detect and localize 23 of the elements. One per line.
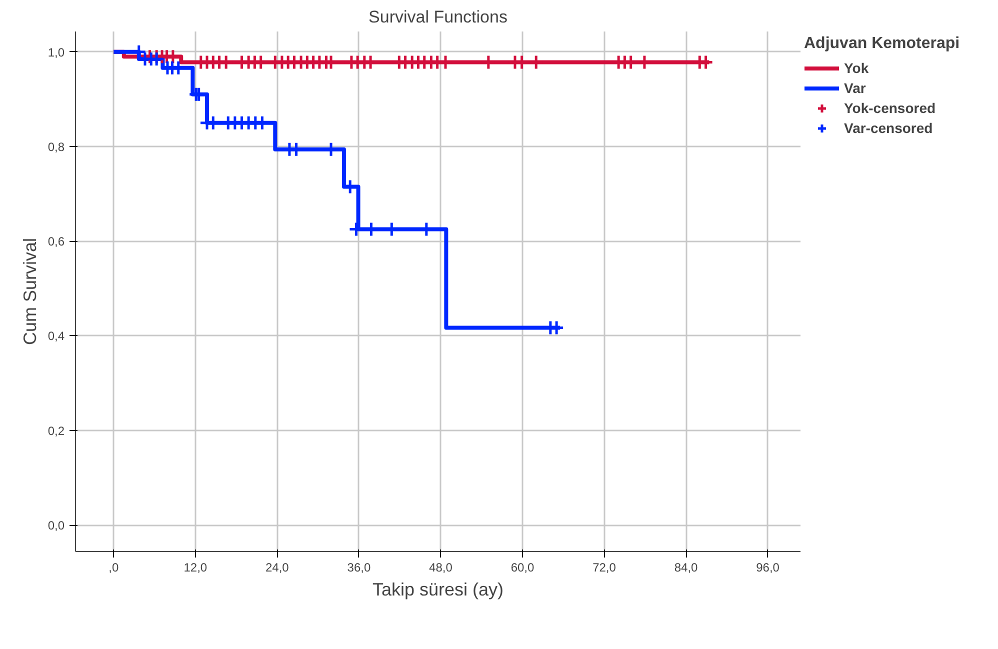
- legend-label: Yok: [844, 60, 869, 76]
- y-tick-label: 0,2: [48, 424, 65, 438]
- y-tick-label: 0,4: [48, 329, 65, 344]
- chart-title: Survival Functions: [368, 8, 508, 26]
- legend-title: Adjuvan Kemoterapi: [804, 35, 960, 53]
- y-axis-title: Cum Survival: [20, 238, 40, 346]
- x-tick-label: 60,0: [510, 560, 534, 574]
- x-tick-label: ,0: [108, 560, 119, 574]
- y-tick-label: 1,0: [48, 45, 65, 60]
- x-tick-label: 48,0: [429, 560, 453, 574]
- x-tick-label: 72,0: [592, 560, 616, 574]
- legend-label: Var-censored: [844, 120, 933, 136]
- y-tick-label: 0,6: [48, 234, 65, 249]
- x-axis-title: Takip süresi (ay): [372, 580, 504, 600]
- x-tick-label: 24,0: [266, 560, 290, 574]
- y-tick-label: 0,8: [48, 140, 65, 154]
- x-tick-label: 84,0: [674, 560, 698, 574]
- x-tick-label: 36,0: [347, 560, 371, 574]
- legend-label: Yok-censored: [844, 100, 936, 116]
- y-tick-label: 0,0: [48, 518, 65, 533]
- x-tick-label: 96,0: [756, 560, 780, 574]
- legend-label: Var: [844, 80, 866, 96]
- x-tick-label: 12,0: [184, 560, 208, 574]
